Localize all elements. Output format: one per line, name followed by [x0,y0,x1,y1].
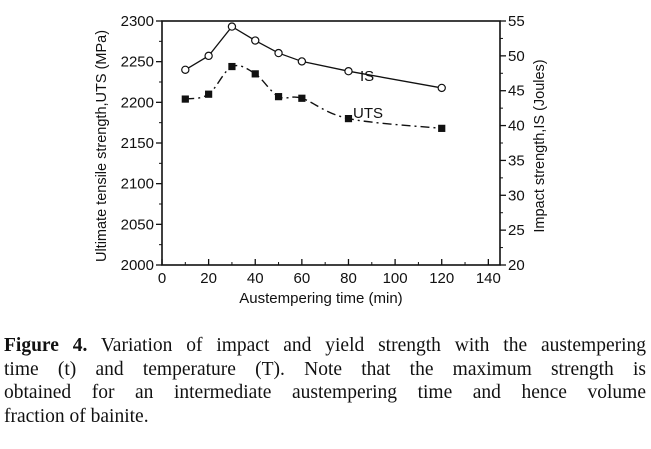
plot-area-frame [161,20,501,266]
x-tick-label: 60 [294,270,311,287]
data-point-uts [205,90,213,98]
caption-line-2: time (t) and temperature (T). Note that … [4,358,646,380]
data-point-is [204,51,213,61]
y-axis-title-right: Impact strength,IS (Joules) [532,59,548,232]
y-right-tick-label: 20 [508,257,525,274]
data-point-is [274,48,283,58]
y-axis-title-left: Ultimate tensile strength,UTS (MPa) [94,30,110,262]
data-point-is [437,83,446,93]
y-right-tick-label: 30 [508,187,525,204]
series-line-is [184,25,442,89]
axis-ticks: 0 20 40 60 80 100 120 1402000205021002150220022… [121,13,525,287]
y-left-tick-label: 2300 [121,13,154,30]
data-point-is [344,66,353,76]
x-tick-label: 20 [200,270,217,287]
data-point-is [297,57,307,66]
x-tick-label: 80 [340,270,357,287]
y-right-tick-label: 40 [508,118,525,135]
caption-label: Figure 4. [4,335,88,356]
figure-caption: Figure 4. Variation of impact and yield … [4,334,646,428]
caption-line-3: obtained for an intermediate austemperin… [4,382,646,403]
x-tick-label: 0 [158,270,166,287]
data-point-uts [274,93,283,101]
data-point-is [181,65,190,75]
y-left-tick-label: 2200 [121,94,154,111]
y-right-tick-label: 55 [508,13,525,30]
series-lines [184,25,442,130]
x-axis-title: Austempering time (min) [239,290,402,307]
data-point-is [251,36,260,45]
data-point-uts [251,70,259,78]
caption-line-1: Variation of impact and yield strength w… [100,335,647,356]
data-point-uts [438,124,446,132]
y-right-tick-label: 50 [508,48,525,65]
y-left-tick-label: 2150 [121,135,154,152]
series-line-uts [185,64,442,130]
data-point-uts [181,95,189,103]
y-right-tick-label: 25 [508,222,525,239]
y-left-tick-label: 2050 [121,216,154,233]
y-right-tick-label: 35 [508,152,525,169]
series-label-is: IS [360,68,374,85]
y-right-tick-label: 45 [508,83,525,100]
series-label-uts: UTS [353,105,383,122]
data-point-uts [228,62,236,71]
y-left-tick-label: 2250 [121,54,154,71]
data-point-uts [344,115,353,123]
y-left-tick-label: 2000 [121,257,154,274]
caption-line-4: fraction of bainite. [4,405,149,427]
x-tick-label: 120 [429,270,454,287]
series-markers [181,22,446,132]
data-point-is [227,22,237,31]
data-point-uts [298,94,306,102]
x-tick-label: 140 [476,270,501,287]
x-tick-label: 100 [383,270,408,287]
plot-border [161,20,501,266]
x-tick-label: 40 [247,270,264,287]
y-left-tick-label: 2100 [121,176,154,193]
